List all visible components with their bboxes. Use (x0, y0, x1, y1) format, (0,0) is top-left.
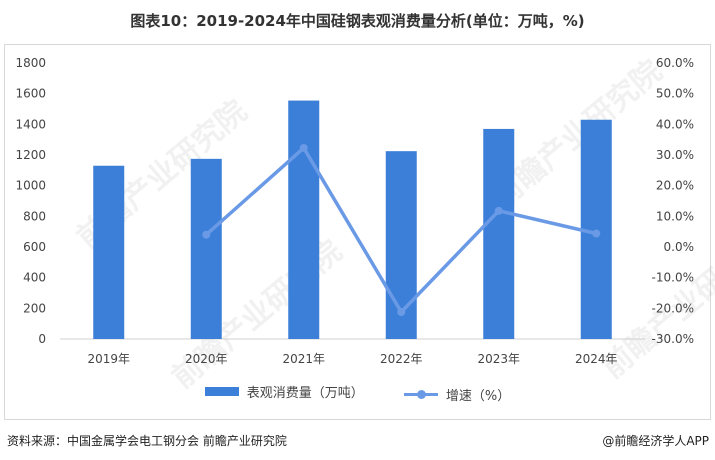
legend-line-swatch (403, 390, 438, 399)
y-left-tick-label: 400 (23, 271, 46, 285)
x-tick-label: 2024年 (575, 352, 618, 366)
bar-2 (190, 158, 222, 339)
y-right-tick-label: 60.0% (656, 56, 694, 70)
x-tick-label: 2019年 (87, 352, 130, 366)
bar-3 (288, 100, 320, 339)
legend-label-consumption: 表观消费量（万吨） (246, 386, 364, 401)
legend-item-growth: 增速（%） (403, 385, 511, 404)
y-right-tick-label: -20.0% (652, 301, 694, 315)
y-right-tick-label: -30.0% (652, 332, 694, 346)
y-left-tick-label: 1200 (15, 148, 46, 162)
y-right-tick-label: 10.0% (656, 209, 694, 223)
x-tick-label: 2020年 (185, 352, 228, 366)
growth-point-4 (494, 206, 503, 215)
y-right-tick-label: 20.0% (656, 179, 694, 193)
y-left-tick-label: 200 (23, 301, 46, 315)
y-left-tick-label: 0 (38, 332, 46, 346)
y-left-tick-label: 1800 (15, 56, 46, 70)
growth-point-3 (397, 308, 406, 317)
growth-point-1 (202, 230, 211, 239)
growth-point-5 (592, 229, 601, 238)
x-tick-label: 2023年 (477, 352, 520, 366)
bar-4 (385, 151, 417, 339)
y-left-tick-label: 800 (23, 209, 46, 223)
chart-title: 图表10：2019-2024年中国硅钢表观消费量分析(单位：万吨，%) (130, 12, 585, 30)
bar-1 (93, 165, 125, 339)
y-right-tick-label: 50.0% (656, 87, 694, 101)
y-left-tick-label: 1400 (15, 117, 46, 131)
y-right-tick-label: 40.0% (656, 117, 694, 131)
y-left-tick-label: 600 (23, 240, 46, 254)
y-right-tick-label: 0.0% (664, 240, 695, 254)
source-note: 资料来源：中国金属学会电工钢分会 前瞻产业研究院 (7, 434, 287, 448)
legend-label-growth: 增速（%） (445, 389, 511, 404)
bar-5 (483, 128, 515, 339)
brand-credit: @前瞻经济学人APP (602, 434, 709, 448)
y-left-tick-label: 1600 (15, 87, 46, 101)
chart-frame (4, 44, 711, 420)
y-right-tick-label: 30.0% (656, 148, 694, 162)
growth-point-2 (299, 143, 308, 152)
x-tick-label: 2022年 (380, 352, 423, 366)
legend-item-consumption: 表观消费量（万吨） (204, 382, 364, 401)
y-right-tick-label: -10.0% (652, 271, 694, 285)
y-left-tick-label: 1000 (15, 179, 46, 193)
legend-bar-swatch (204, 387, 239, 396)
x-tick-label: 2021年 (282, 352, 325, 366)
chart-legend: 表观消费量（万吨） 增速（%） (0, 382, 715, 404)
